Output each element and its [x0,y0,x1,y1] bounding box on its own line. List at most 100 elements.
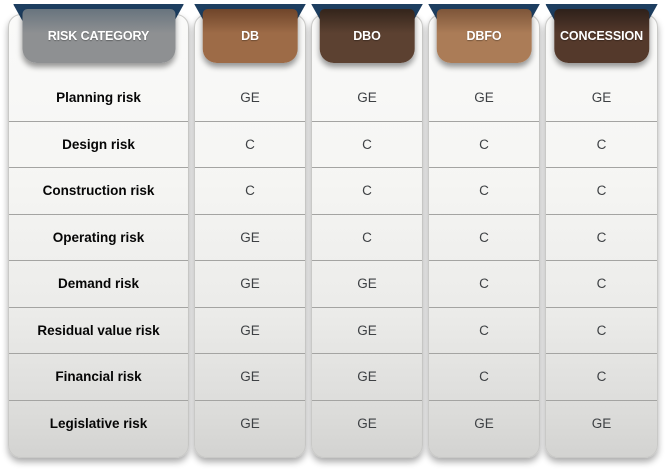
table-row-label: Legislative risk [9,399,188,447]
cell-value-text: GE [591,415,612,431]
cell-value-text: C [596,276,607,292]
column-concession: CONCESSION GE C C C C C C GE [545,14,658,458]
table-row-cell: C [429,120,539,168]
table-row-cell: C [429,306,539,354]
cell-value-text: GE [474,89,494,105]
header-tab-risk-category: RISK CATEGORY [21,9,176,63]
cell-value-text: GE [591,89,612,105]
row-label-text: Planning risk [56,89,141,105]
table-row-cell: C [429,213,539,261]
row-label-text: Financial risk [55,369,142,385]
table-row-cell: GE [195,213,305,261]
table-row-cell: GE [195,399,305,447]
rows-container: GE C C C C C C GE [429,74,539,446]
row-label-text: Operating risk [52,229,145,245]
column-dbfo: DBFO GE C C C C C C GE [428,14,540,458]
table-row-label: Construction risk [9,167,188,214]
table-row-cell: C [312,167,422,214]
cell-value-text: C [479,136,489,152]
cell-value-text: GE [357,369,377,385]
table-row-cell: C [546,167,657,214]
table-row-cell: C [312,120,422,168]
cell-value-text: GE [240,89,260,105]
rows-container: GE C C C C C C GE [546,74,657,446]
cell-value-text: C [596,229,607,245]
table-row-cell: C [429,353,539,400]
table-row-cell: GE [312,74,422,121]
header-tab-db: DB [202,9,298,63]
table-row-cell: GE [429,74,539,121]
cell-value-text: C [479,276,489,292]
table-row-cell: GE [195,74,305,121]
cell-value-text: C [596,322,607,338]
cell-value-text: C [362,229,372,245]
cell-value-text: C [479,322,489,338]
cell-value-text: GE [474,415,494,431]
rows-container: GE C C C GE GE GE GE [312,74,422,446]
table-row-cell: C [546,213,657,261]
header-tab-dbo: DBO [319,9,415,63]
cell-value-text: C [479,369,489,385]
row-label-text: Demand risk [57,276,140,292]
row-label-text: Design risk [62,136,135,152]
column-dbo: DBO GE C C C GE GE GE GE [311,14,423,458]
cell-value-text: C [479,183,489,199]
cell-value-text: GE [357,322,377,338]
header-tab-label: CONCESSION [559,29,644,43]
cell-value-text: C [362,136,372,152]
cell-value-text: GE [240,415,260,431]
cell-value-text: GE [240,276,260,292]
table-row-label: Operating risk [9,213,188,261]
cell-value-text: GE [357,415,377,431]
table-row-cell: GE [195,260,305,307]
cell-value-text: C [596,136,607,152]
table-row-cell: C [546,306,657,354]
header-tab-concession: CONCESSION [553,9,650,63]
column-cards: RISK CATEGORY Planning risk Design risk Co… [8,14,658,458]
table-row-label: Residual value risk [9,306,188,354]
table-row-cell: GE [195,353,305,400]
table-row-cell: C [546,353,657,400]
cell-value-text: C [245,183,255,199]
header-tab-dbfo: DBFO [436,9,532,63]
column-risk-category: RISK CATEGORY Planning risk Design risk Co… [8,14,189,458]
table-row-cell: C [312,213,422,261]
table-row-cell: C [429,260,539,307]
row-label-text: Legislative risk [49,415,148,431]
table-row-cell: GE [546,399,657,447]
header-tab-label: RISK CATEGORY [47,29,150,43]
row-label-text: Residual value risk [37,322,160,338]
cell-value-text: C [596,369,607,385]
cell-value-text: GE [357,89,377,105]
rows-container: Planning risk Design risk Construction ris… [9,74,188,446]
table-row-cell: GE [546,74,657,121]
table-row-cell: GE [195,306,305,354]
table-row-cell: C [195,120,305,168]
row-label-text: Construction risk [42,183,155,199]
table-row-cell: C [546,260,657,307]
table-row-cell: GE [312,353,422,400]
cell-value-text: C [479,229,489,245]
table-row-label: Planning risk [9,74,188,121]
table-row-cell: GE [312,399,422,447]
table-row-label: Design risk [9,120,188,168]
header-tab-label: DBO [353,29,381,43]
column-db: DB GE C C GE GE GE GE GE [194,14,306,458]
cell-value-text: GE [357,276,377,292]
table-row-label: Financial risk [9,353,188,400]
cell-value-text: GE [240,322,260,338]
table-row-cell: C [429,167,539,214]
table-row-label: Demand risk [9,260,188,307]
table-row-cell: GE [429,399,539,447]
cell-value-text: GE [240,229,260,245]
table-row-cell: GE [312,306,422,354]
header-tab-label: DBFO [466,29,502,43]
cell-value-text: C [362,183,372,199]
header-tab-label: DB [241,29,259,43]
cell-value-text: C [596,183,607,199]
table-row-cell: C [195,167,305,214]
table-row-cell: C [546,120,657,168]
cell-value-text: C [245,136,255,152]
table-row-cell: GE [312,260,422,307]
